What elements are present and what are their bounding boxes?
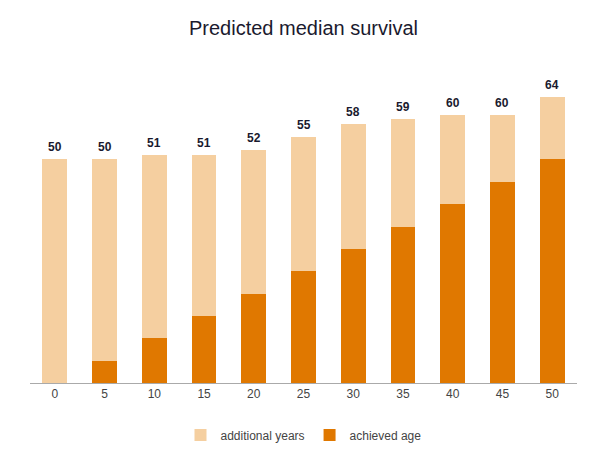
svg-text:35: 35 [396,387,410,401]
svg-text:60: 60 [495,96,509,110]
svg-text:5: 5 [101,387,108,401]
svg-text:achieved age: achieved age [350,429,422,443]
svg-text:10: 10 [148,387,162,401]
svg-text:64: 64 [545,78,559,92]
svg-text:20: 20 [247,387,261,401]
svg-text:50: 50 [48,140,62,154]
svg-text:Predicted median survival: Predicted median survival [189,17,418,39]
svg-text:51: 51 [197,136,211,150]
svg-text:0: 0 [52,387,59,401]
svg-text:55: 55 [297,118,311,132]
svg-text:51: 51 [147,136,161,150]
svg-text:58: 58 [346,105,360,119]
svg-text:30: 30 [347,387,361,401]
svg-text:25: 25 [297,387,311,401]
svg-text:60: 60 [446,96,460,110]
svg-text:50: 50 [98,140,112,154]
svg-text:52: 52 [247,131,261,145]
svg-text:40: 40 [446,387,460,401]
svg-text:45: 45 [496,387,510,401]
svg-text:59: 59 [396,100,410,114]
svg-text:50: 50 [545,387,559,401]
svg-text:additional years: additional years [221,429,305,443]
svg-text:15: 15 [197,387,211,401]
